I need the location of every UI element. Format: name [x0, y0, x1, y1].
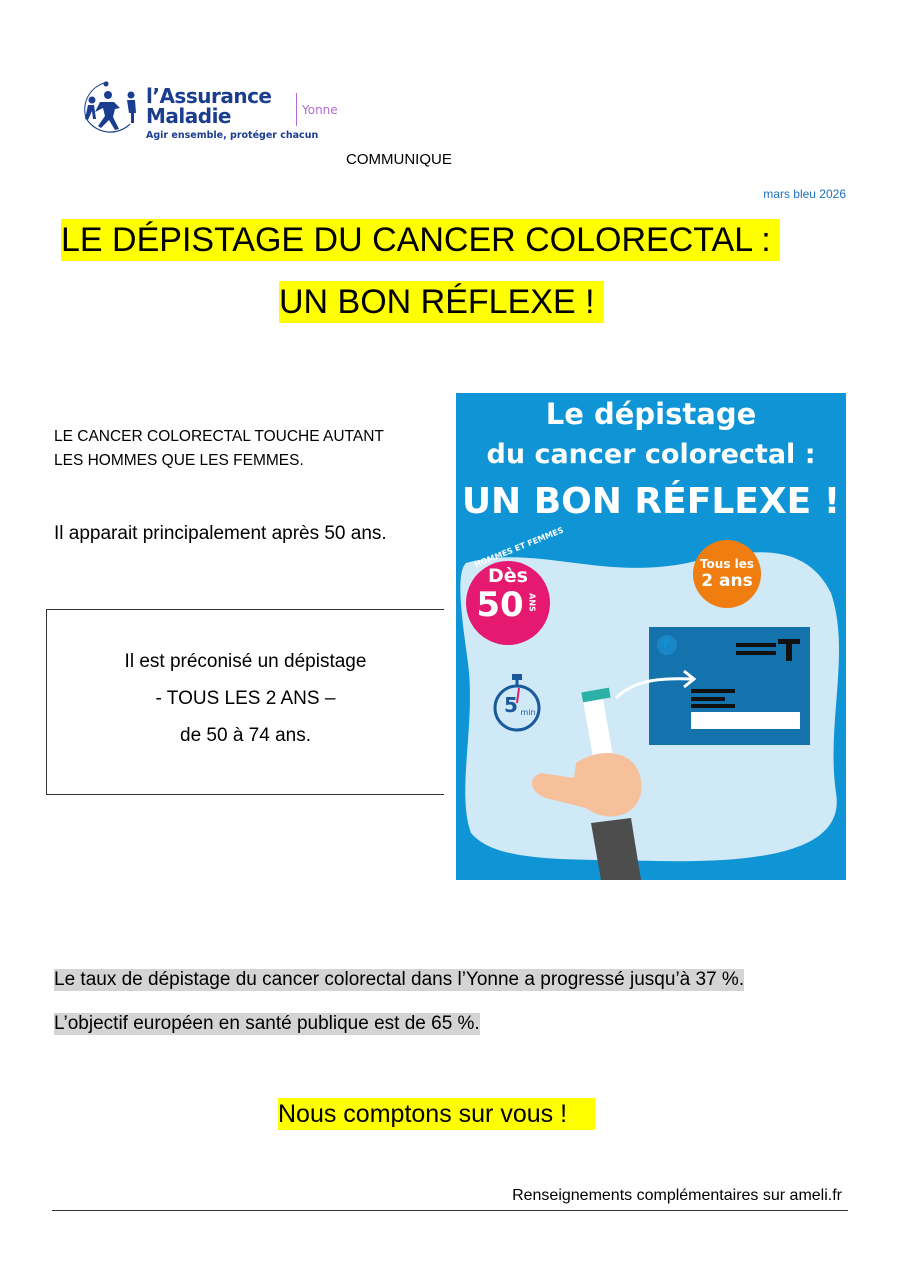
logo-tagline: Agir ensemble, protéger chacun — [146, 130, 319, 141]
poster-title-line-2: du cancer colorectal : — [486, 439, 816, 470]
badge-age-top: Dès — [488, 565, 528, 587]
document-type: COMMUNIQUE — [346, 151, 452, 168]
badge-frequency-line-2: 2 ans — [701, 571, 753, 591]
badge-frequency-line-1: Tous les — [699, 557, 755, 571]
screening-rate-text: Le taux de dépistage du cancer colorecta… — [54, 969, 745, 991]
envelope-letter: F — [662, 637, 672, 651]
logo-divider — [296, 93, 297, 126]
poster-title-line-3: UN BON RÉFLEXE ! — [461, 481, 841, 522]
document-date: mars bleu 2026 — [763, 187, 846, 201]
assurance-maladie-logo-icon — [84, 81, 136, 133]
badge-age-number: 50 — [476, 585, 524, 625]
footer-divider — [52, 1210, 848, 1211]
campaign-poster: Le dépistage du cancer colorectal : UN B… — [456, 393, 846, 880]
box-line-3: de 50 à 74 ans. — [180, 725, 311, 746]
intro-text: LE CANCER COLORECTAL TOUCHE AUTANT LES HO… — [54, 428, 384, 469]
title-line-1: LE DÉPISTAGE DU CANCER COLORECTAL : — [61, 219, 781, 261]
badge-age-unit: ANS — [527, 593, 537, 612]
call-to-action: Nous comptons sur vous ! — [278, 1098, 595, 1130]
logo-region: Yonne — [302, 103, 338, 117]
box-line-2: - TOUS LES 2 ANS – — [155, 688, 336, 709]
poster-title-line-1: Le dépistage — [545, 397, 757, 431]
european-goal-text: L’objectif européen en santé publique es… — [54, 1013, 480, 1035]
footer-info: Renseignements complémentaires sur ameli… — [512, 1187, 842, 1204]
timer-number: 5 — [504, 693, 518, 717]
title-line-2: UN BON RÉFLEXE ! — [279, 281, 604, 323]
poster-illustration — [460, 540, 840, 880]
logo-name: l’Assurance Maladie — [146, 84, 272, 128]
age-note: Il apparait principalement après 50 ans. — [54, 523, 387, 544]
box-line-1: Il est préconisé un dépistage — [124, 651, 367, 672]
recommendation-box: Il est préconisé un dépistage - TOUS LES… — [46, 609, 444, 795]
timer-unit: min — [520, 708, 536, 717]
